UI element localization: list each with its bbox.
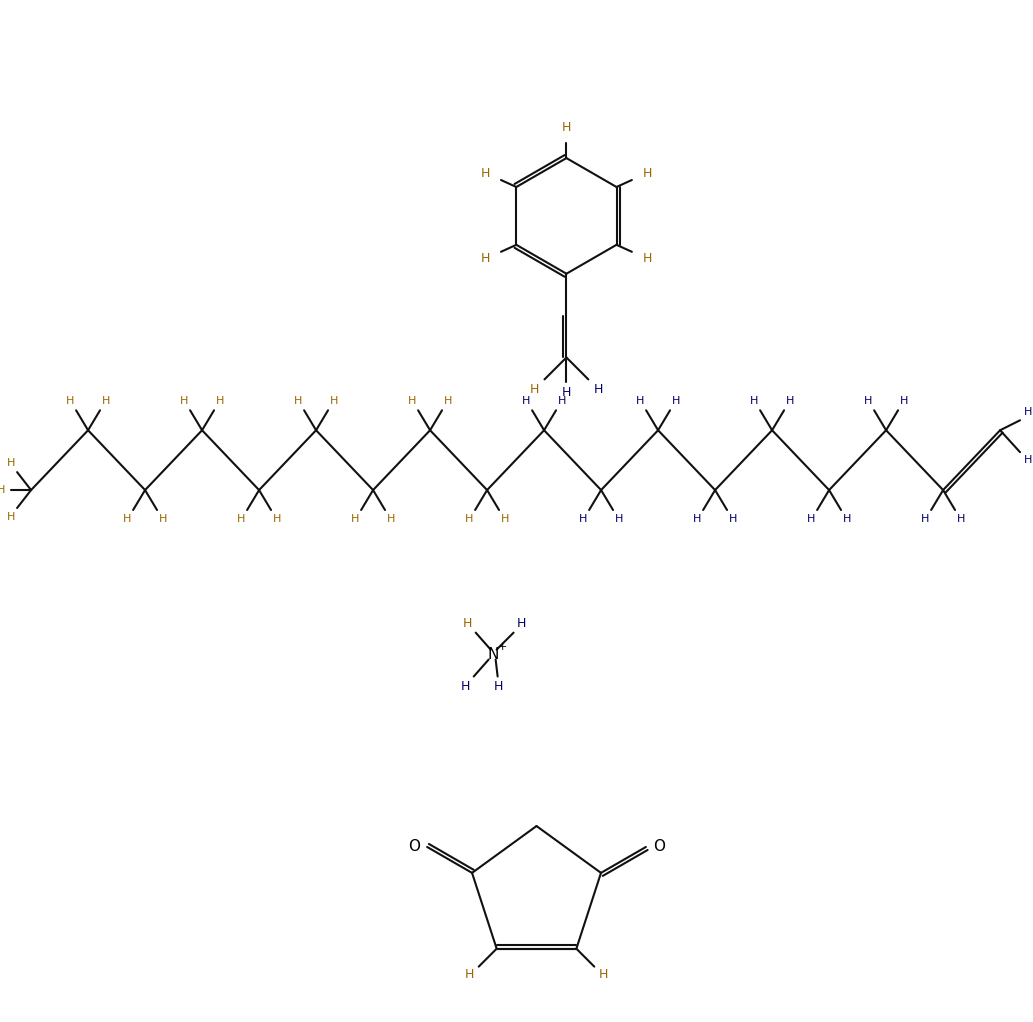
Text: H: H bbox=[180, 397, 188, 407]
Text: H: H bbox=[465, 968, 474, 981]
Text: H: H bbox=[1024, 455, 1032, 465]
Text: +: + bbox=[498, 642, 507, 652]
Text: H: H bbox=[522, 397, 530, 407]
Text: H: H bbox=[216, 397, 224, 407]
Text: H: H bbox=[7, 458, 15, 468]
Text: H: H bbox=[750, 397, 758, 407]
Text: H: H bbox=[643, 167, 652, 180]
Text: H: H bbox=[807, 514, 815, 524]
Text: H: H bbox=[330, 397, 338, 407]
Text: H: H bbox=[7, 512, 15, 522]
Text: H: H bbox=[66, 397, 74, 407]
Text: H: H bbox=[501, 514, 509, 524]
Text: H: H bbox=[900, 397, 908, 407]
Text: H: H bbox=[386, 514, 396, 524]
Text: N: N bbox=[488, 647, 499, 662]
Text: O: O bbox=[408, 839, 420, 854]
Text: H: H bbox=[558, 397, 566, 407]
Text: H: H bbox=[1024, 408, 1032, 417]
Text: H: H bbox=[578, 514, 588, 524]
Text: H: H bbox=[615, 514, 623, 524]
Text: H: H bbox=[237, 514, 245, 524]
Text: H: H bbox=[729, 514, 738, 524]
Text: H: H bbox=[562, 121, 571, 134]
Text: O: O bbox=[653, 839, 665, 854]
Text: H: H bbox=[102, 397, 111, 407]
Text: H: H bbox=[408, 397, 416, 407]
Text: H: H bbox=[957, 514, 965, 524]
Text: H: H bbox=[643, 252, 652, 266]
Text: H: H bbox=[786, 397, 794, 407]
Text: H: H bbox=[921, 514, 930, 524]
Text: H: H bbox=[594, 383, 603, 396]
Text: H: H bbox=[444, 397, 452, 407]
Text: H: H bbox=[0, 485, 5, 495]
Text: H: H bbox=[693, 514, 701, 524]
Text: H: H bbox=[671, 397, 680, 407]
Text: H: H bbox=[461, 680, 470, 693]
Text: H: H bbox=[481, 167, 491, 180]
Text: H: H bbox=[294, 397, 303, 407]
Text: H: H bbox=[463, 617, 472, 631]
Text: H: H bbox=[636, 397, 645, 407]
Text: H: H bbox=[273, 514, 281, 524]
Text: H: H bbox=[481, 252, 491, 266]
Text: H: H bbox=[516, 617, 526, 631]
Text: H: H bbox=[465, 514, 473, 524]
Text: H: H bbox=[598, 968, 608, 981]
Text: H: H bbox=[351, 514, 359, 524]
Text: H: H bbox=[864, 397, 872, 407]
Text: H: H bbox=[123, 514, 131, 524]
Text: H: H bbox=[843, 514, 851, 524]
Text: H: H bbox=[562, 386, 571, 399]
Text: H: H bbox=[159, 514, 167, 524]
Text: H: H bbox=[494, 680, 503, 693]
Text: H: H bbox=[530, 383, 539, 396]
